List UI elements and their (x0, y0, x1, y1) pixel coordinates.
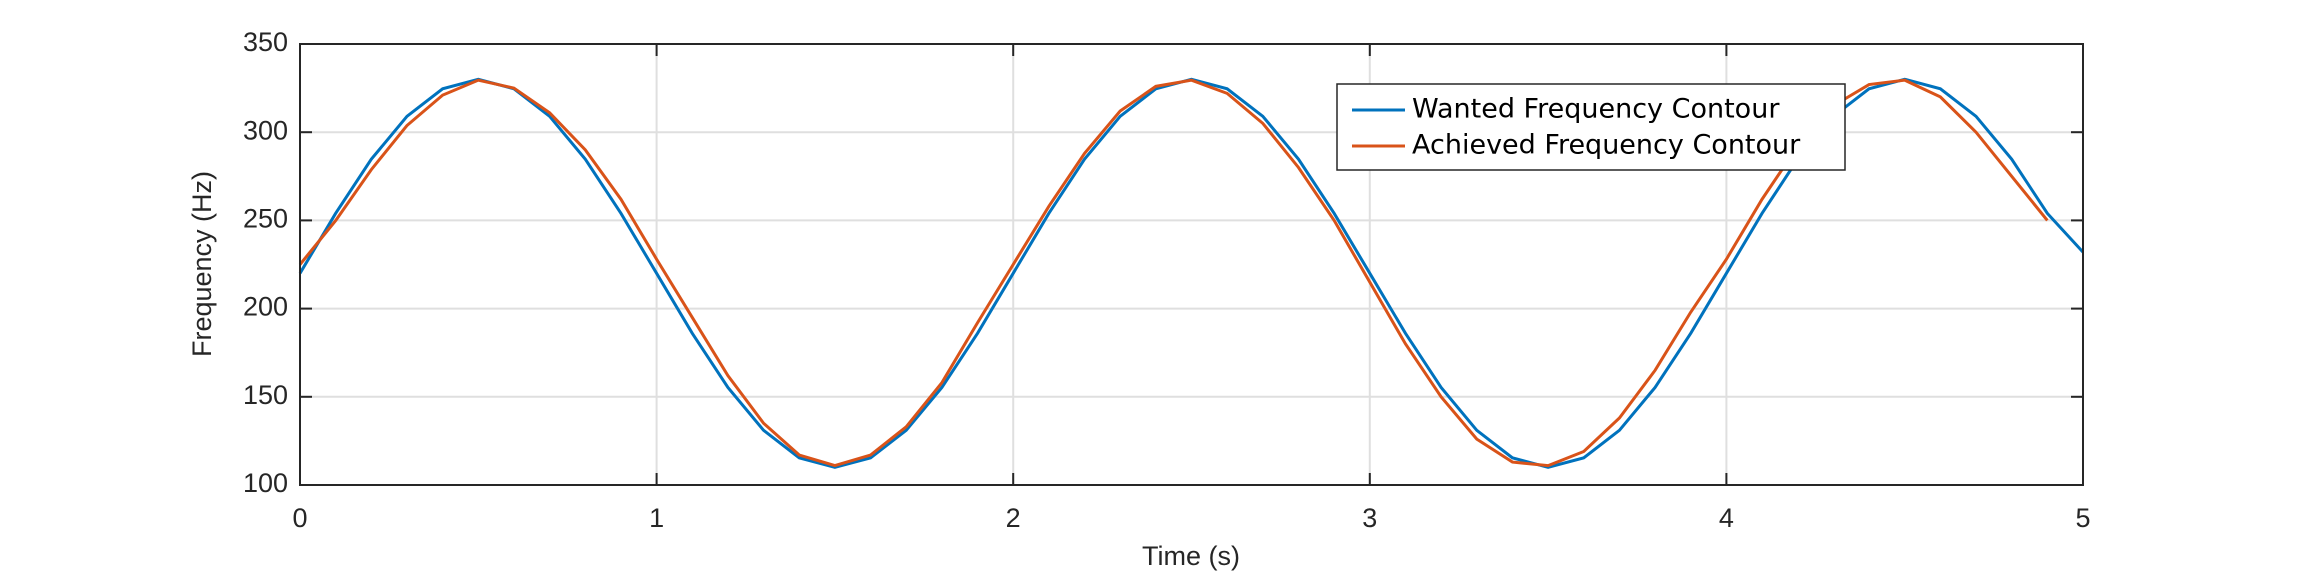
x-tick-label: 0 (292, 503, 307, 533)
y-axis-label: Frequency (Hz) (187, 171, 217, 357)
ticks: 0 1 2 3 4 5 100 150 200 250 300 350 (243, 27, 2091, 533)
legend-label: Achieved Frequency Contour (1412, 130, 1801, 161)
lines (298, 77, 2085, 469)
y-tick-label: 300 (243, 115, 288, 145)
axes-box (299, 43, 2084, 486)
x-axis-label: Time (s) (1142, 541, 1240, 571)
x-tick-label: 3 (1362, 503, 1377, 533)
x-tick-label: 1 (649, 503, 664, 533)
legend-box (1336, 83, 1846, 171)
legend-label: Wanted Frequency Contour (1412, 94, 1780, 125)
series-line (298, 78, 2049, 468)
y-tick-label: 100 (243, 468, 288, 498)
legend: Wanted Frequency Contour Achieved Frequen… (1336, 83, 1846, 171)
x-tick-label: 2 (1006, 503, 1021, 533)
x-tick-label: 5 (2075, 503, 2090, 533)
y-tick-label: 350 (243, 27, 288, 57)
x-tick-label: 4 (1719, 503, 1734, 533)
y-tick-label: 250 (243, 204, 288, 234)
y-tick-label: 150 (243, 380, 288, 410)
y-tick-label: 200 (243, 292, 288, 322)
